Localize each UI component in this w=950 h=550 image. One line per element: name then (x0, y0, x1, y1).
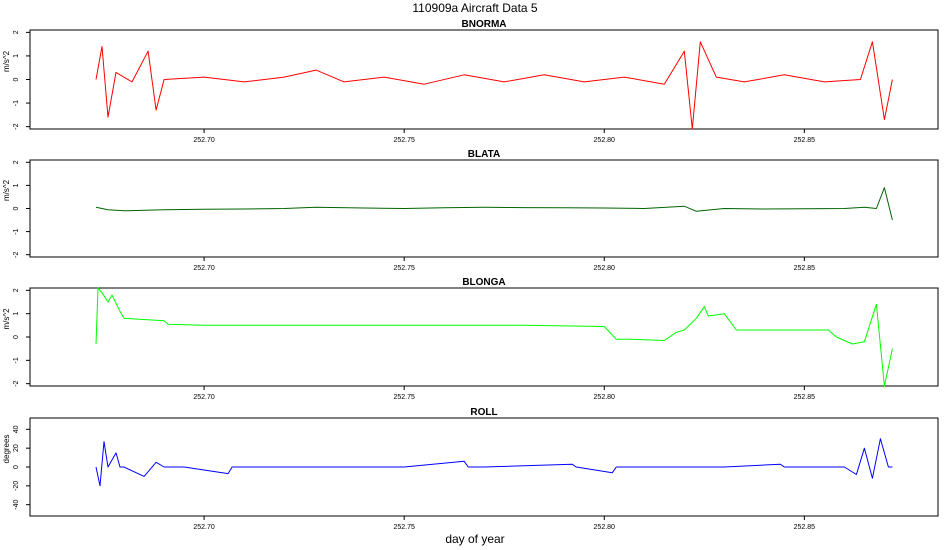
series-line-bnorma (95, 41, 893, 130)
x-tick-label: 252.70 (193, 265, 215, 272)
x-tick-label: 252.85 (794, 524, 816, 531)
y-tick-label: 20 (13, 444, 20, 452)
y-tick-label: 0 (13, 465, 20, 469)
panel-title: BNORMA (462, 19, 507, 30)
y-axis-label: m/s^2 (2, 179, 11, 201)
x-tick-label: 252.80 (594, 394, 616, 401)
y-tick-label: -2 (13, 123, 20, 129)
x-tick-label: 252.85 (794, 137, 816, 144)
series-line-blonga (95, 287, 893, 387)
y-tick-label: 1 (13, 312, 20, 316)
y-tick-label: 40 (13, 425, 20, 433)
x-tick-label: 252.85 (794, 394, 816, 401)
x-tick-label: 252.70 (193, 137, 215, 144)
y-tick-label: -2 (13, 251, 20, 257)
figure-title: 110909a Aircraft Data 5 (412, 1, 538, 15)
x-tick-label: 252.85 (794, 265, 816, 272)
panel-title: BLATA (468, 149, 500, 160)
y-tick-label: 1 (13, 54, 20, 58)
y-tick-label: -1 (13, 357, 20, 363)
panel-title: BLONGA (462, 277, 505, 288)
x-axis-label: day of year (445, 532, 504, 546)
y-tick-label: 0 (13, 77, 20, 81)
x-tick-label: 252.80 (594, 137, 616, 144)
y-axis-label: m/s^2 (2, 308, 11, 330)
y-tick-label: 2 (13, 160, 20, 164)
y-axis-label: m/s^2 (2, 50, 11, 72)
y-tick-label: -40 (13, 500, 20, 510)
series-line-blata (95, 187, 893, 221)
y-tick-label: 2 (13, 288, 20, 292)
y-tick-label: -1 (13, 228, 20, 234)
panel-bnorma: BNORMA -2 -1 0 1 2 m/s^2 252.70 252.75 252.80 252.… (2, 19, 939, 144)
y-tick-label: 1 (13, 183, 20, 187)
y-tick-label: -2 (13, 380, 20, 386)
y-tick-label: 0 (13, 335, 20, 339)
x-tick-label: 252.70 (193, 524, 215, 531)
x-tick-label: 252.75 (393, 265, 415, 272)
y-tick-label: -1 (13, 100, 20, 106)
plot-frame (29, 287, 939, 387)
panel-title: ROLL (470, 407, 497, 418)
panel-blonga: BLONGA -2 -1 0 1 2 m/s^2 252.70 252.75 252.80 252.… (2, 277, 939, 401)
x-tick-label: 252.70 (193, 394, 215, 401)
y-tick-label: 0 (13, 206, 20, 210)
x-tick-label: 252.80 (594, 265, 616, 272)
x-tick-label: 252.75 (393, 524, 415, 531)
y-axis-label: degrees (2, 435, 11, 464)
x-tick-label: 252.80 (594, 524, 616, 531)
x-tick-label: 252.75 (393, 137, 415, 144)
y-tick-label: 2 (13, 30, 20, 34)
series-line-roll (95, 438, 893, 487)
y-tick-label: -20 (13, 481, 20, 491)
panel-blata: BLATA -2 -1 0 1 2 m/s^2 252.70 252.75 252.80 252.8… (2, 149, 939, 272)
x-tick-label: 252.75 (393, 394, 415, 401)
